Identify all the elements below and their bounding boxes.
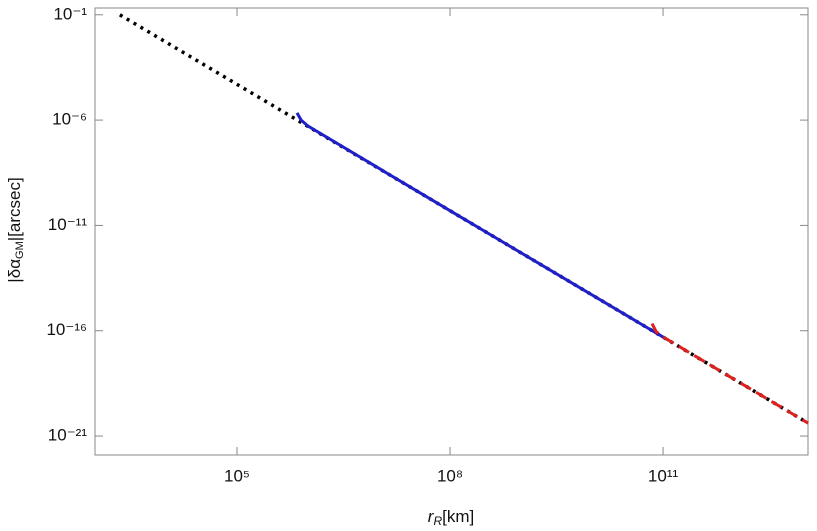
y-tick-label: 10⁻²¹ xyxy=(48,426,88,445)
plot-frame xyxy=(94,7,809,456)
y-tick-label: 10⁻¹⁶ xyxy=(46,320,87,339)
y-label-unit: |[arcsec] xyxy=(5,177,24,241)
x-label-main: r xyxy=(428,507,435,526)
y-label-main: |δα xyxy=(5,259,24,283)
y-label-sub: GM xyxy=(14,241,26,259)
series-line xyxy=(295,112,670,342)
x-tick-label: 10⁸ xyxy=(437,466,463,485)
x-tick-label: 10¹¹ xyxy=(648,466,679,485)
series-line xyxy=(118,13,809,425)
series-line xyxy=(650,322,809,425)
y-tick-label: 10⁻⁶ xyxy=(52,110,87,129)
x-label-sub: R xyxy=(433,514,442,528)
x-label-unit: [km] xyxy=(442,507,474,526)
y-tick-label: 10⁻¹ xyxy=(53,4,87,23)
x-tick-label: 10⁵ xyxy=(224,466,250,485)
y-tick-label: 10⁻¹¹ xyxy=(48,215,88,234)
y-axis-label: |δαGM|[arcsec] xyxy=(5,177,25,282)
x-axis-label: rR[km] xyxy=(428,507,474,528)
